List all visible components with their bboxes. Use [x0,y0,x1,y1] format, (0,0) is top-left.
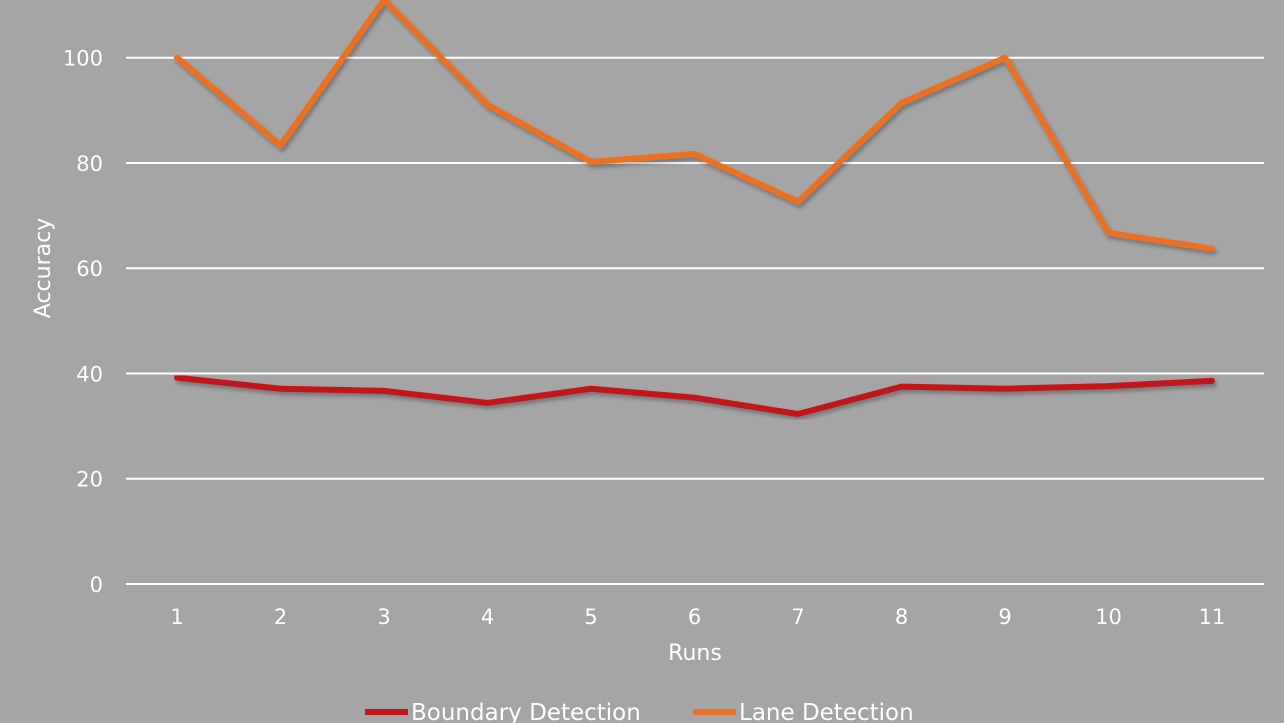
x-tick-label: 2 [274,605,287,629]
y-tick-label: 20 [76,468,103,492]
x-tick-label: 5 [584,605,597,629]
y-tick-label: 60 [76,257,103,281]
x-tick-label: 10 [1095,605,1122,629]
legend-label: Lane Detection [739,700,914,723]
x-tick-label: 6 [688,605,701,629]
y-tick-label: 40 [76,362,103,386]
x-tick-label: 9 [998,605,1011,629]
x-tick-label: 11 [1199,605,1226,629]
y-tick-label: 0 [90,573,103,597]
x-tick-label: 4 [481,605,494,629]
y-tick-label: 80 [76,152,103,176]
legend-item: Lane Detection [693,700,914,723]
x-tick-label: 1 [170,605,183,629]
y-axis-label: Accuracy [31,218,56,318]
series-line-lane-detection [174,0,1215,252]
legend-label: Boundary Detection [411,700,641,723]
x-axis-label: Runs [668,641,722,666]
x-tick-label: 8 [895,605,908,629]
x-tick-label: 7 [791,605,804,629]
legend-item: Boundary Detection [365,700,641,723]
y-tick-label: 100 [63,47,103,71]
x-tick-label: 3 [377,605,390,629]
series-line-boundary-detection [174,374,1215,418]
